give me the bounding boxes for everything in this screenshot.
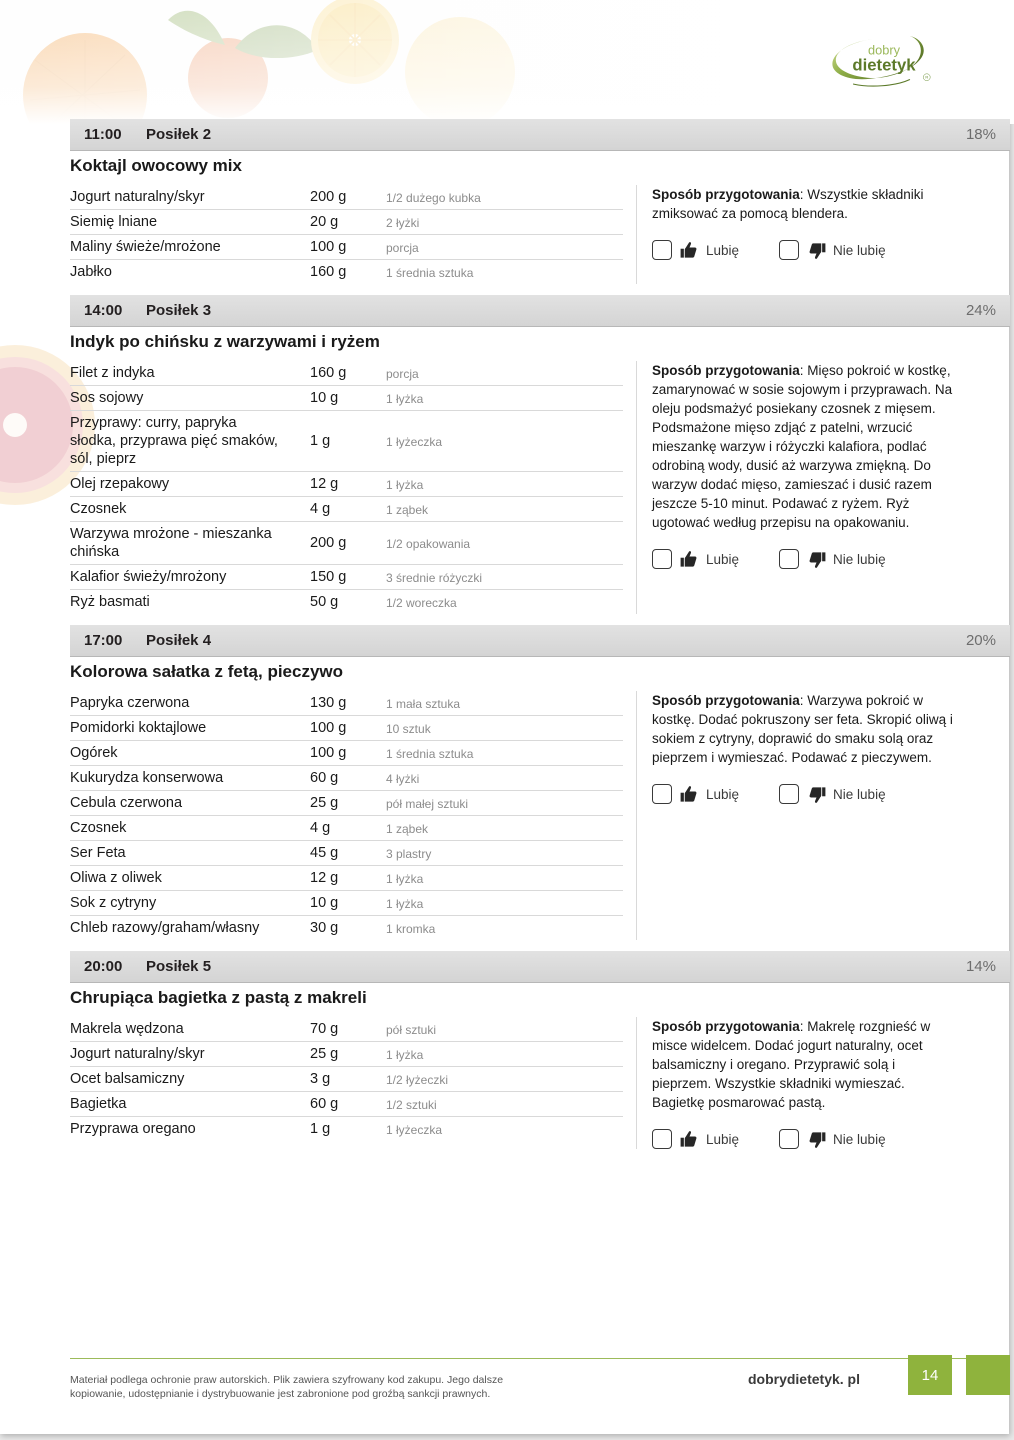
svg-text:R: R xyxy=(925,75,928,80)
svg-text:dietetyk: dietetyk xyxy=(852,55,916,74)
